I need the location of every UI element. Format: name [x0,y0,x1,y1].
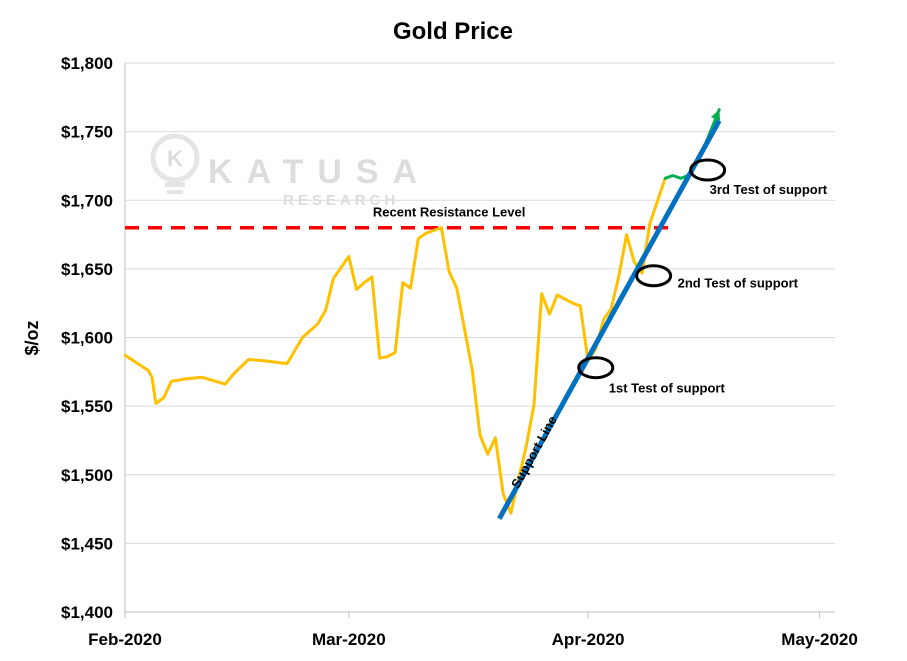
x-tick-label: Mar-2020 [312,630,386,649]
lightbulb-icon: K [150,133,200,194]
y-tick-labels: $1,400 $1,450 $1,500 $1,550 $1,600 $1,650 $1,7… [61,54,113,622]
axes [124,63,835,618]
support-line-label: Support Line [508,413,560,490]
x-tick-labels: Feb-2020 Mar-2020 Apr-2020 May-2020 [88,630,858,649]
test-circle [577,356,615,380]
watermark-logo-letter: K [167,146,183,171]
chart-title: Gold Price [393,18,513,45]
y-tick-label: $1,800 [61,54,113,73]
y-tick-label: $1,550 [61,397,113,416]
test-label: 3rd Test of support [710,182,828,197]
watermark-brand: KATUSA [208,153,431,191]
projection-arrowhead [710,109,721,121]
test-circle [689,158,727,182]
gridlines [125,62,835,544]
test-circle [635,264,673,288]
support-line: Support Line [497,119,722,520]
x-tick-label: Apr-2020 [552,630,625,649]
y-tick-label: $1,750 [61,123,113,142]
y-axis-label: $/oz [22,320,42,355]
y-tick-label: $1,500 [61,466,113,485]
resistance-level: Recent Resistance Level [125,205,673,230]
y-tick-label: $1,400 [61,603,113,622]
resistance-label: Recent Resistance Level [373,205,525,220]
gold-price-line [123,176,667,515]
support-trend-line [497,119,722,520]
x-tick-label: May-2020 [781,630,858,649]
y-tick-label: $1,700 [61,191,113,210]
y-tick-label: $1,450 [61,534,113,553]
x-tick-label: Feb-2020 [88,630,162,649]
y-tick-label: $1,600 [61,329,113,348]
y-tick-label: $1,650 [61,260,113,279]
test-label: 1st Test of support [609,381,726,396]
support-test-annotations: 1st Test of support 2nd Test of support 3r… [577,158,828,396]
test-label: 2nd Test of support [678,276,799,291]
katusa-watermark: K KATUSA RESEARCH [150,133,431,209]
